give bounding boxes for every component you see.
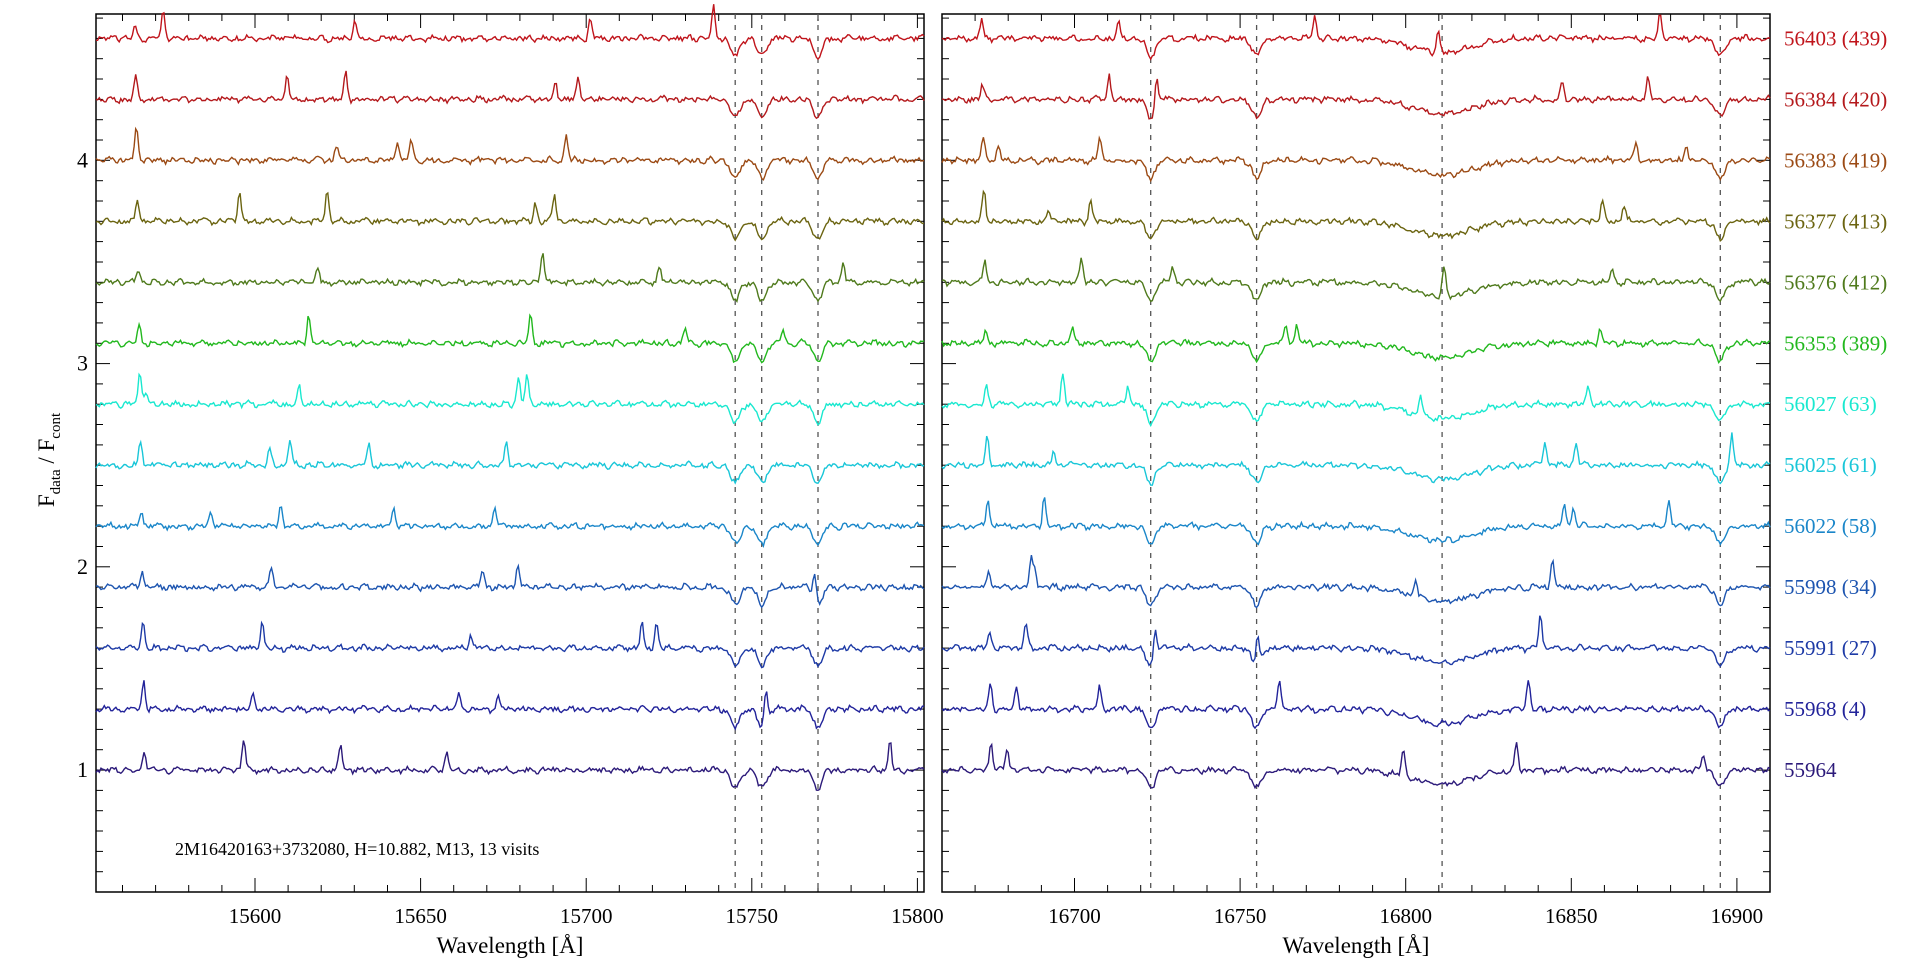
y-tick-labels: 1 2 3 4 [77, 147, 88, 782]
x-tick-label: 16750 [1214, 904, 1267, 928]
legend-entry: 56376 (412) [1784, 270, 1887, 294]
spectrum-line [95, 563, 925, 609]
left-panel-x-tick-labels: 15600 15650 15700 15750 15800 [229, 904, 944, 928]
legend-entry: 55998 (34) [1784, 575, 1877, 599]
x-tick-label: 16850 [1545, 904, 1598, 928]
right-panel-reference-lines [1150, 14, 1721, 892]
spectrum-line [95, 372, 925, 426]
x-tick-label: 16900 [1711, 904, 1764, 928]
x-tick-label: 15800 [891, 904, 944, 928]
spectrum-line [941, 324, 1771, 364]
spectrum-line [941, 742, 1771, 790]
legend-entry: 56377 (413) [1784, 209, 1887, 233]
spectrum-line [95, 439, 925, 485]
right-panel-spectra [941, 14, 1771, 790]
x-tick-label: 15650 [394, 904, 447, 928]
x-tick-label: 16700 [1048, 904, 1101, 928]
legend-entry: 56027 (63) [1784, 392, 1877, 416]
left-panel-spectra [95, 4, 925, 792]
x-tick-label: 15700 [560, 904, 613, 928]
spectrum-line [95, 740, 925, 792]
left-panel-reference-lines [734, 14, 819, 892]
spectrum-line [941, 615, 1771, 668]
spectrum-line [95, 620, 925, 669]
left-panel: 15600 15650 15700 15750 15800 Wavelength [Å] [95, 4, 944, 958]
right-panel-frame [941, 13, 1771, 893]
spectrum-line [95, 680, 925, 731]
spectrum-line [941, 14, 1771, 61]
x-tick-label: 15750 [726, 904, 779, 928]
legend-entry: 56403 (439) [1784, 26, 1887, 50]
spectrum-line [941, 373, 1771, 428]
spectrum-line [941, 135, 1771, 183]
spectrum-line [941, 554, 1771, 609]
spectrum-line [95, 126, 925, 181]
y-tick-label: 1 [77, 757, 88, 782]
star-annotation: 2M16420163+3732080, H=10.882, M13, 13 vi… [175, 839, 539, 859]
spectrum-line [941, 73, 1771, 120]
legend-entry: 55968 (4) [1784, 697, 1866, 721]
spectrum-line [941, 680, 1771, 730]
y-axis-label: Fdata / Fcont [34, 412, 64, 507]
legend: 56403 (439) 56384 (420) 56383 (419) 56377 (… [1784, 26, 1887, 782]
right-panel: 16700 16750 16800 16850 16900 Wavelength [Å] [941, 13, 1771, 958]
left-panel-ticks [96, 14, 924, 892]
legend-entry: 56383 (419) [1784, 148, 1887, 172]
legend-entry: 55991 (27) [1784, 636, 1877, 660]
spectrum-line [95, 4, 925, 61]
right-panel-ticks [941, 14, 1771, 892]
right-panel-x-axis-label: Wavelength [Å] [1283, 933, 1430, 958]
spectrum-line [95, 191, 925, 242]
spectrum-line [941, 432, 1771, 486]
legend-entry: 56384 (420) [1784, 87, 1887, 111]
spectrum-line [95, 70, 925, 120]
y-tick-label: 4 [77, 147, 88, 172]
x-tick-label: 15600 [229, 904, 282, 928]
y-tick-label: 2 [77, 554, 88, 579]
x-tick-label: 16800 [1379, 904, 1432, 928]
spectrum-line [95, 253, 925, 304]
spectrum-line [941, 257, 1771, 303]
left-panel-frame [95, 13, 925, 893]
legend-entry: 55964 [1784, 758, 1837, 782]
right-panel-x-tick-labels: 16700 16750 16800 16850 16900 [1048, 904, 1763, 928]
spectrum-line [941, 189, 1771, 243]
spectrum-line [95, 313, 925, 364]
spectrum-line [941, 497, 1771, 546]
legend-entry: 56022 (58) [1784, 514, 1877, 538]
legend-entry: 56025 (61) [1784, 453, 1877, 477]
legend-entry: 56353 (389) [1784, 331, 1887, 355]
left-panel-x-axis-label: Wavelength [Å] [437, 933, 584, 958]
y-tick-label: 3 [77, 351, 88, 376]
spectrum-line [95, 505, 925, 549]
